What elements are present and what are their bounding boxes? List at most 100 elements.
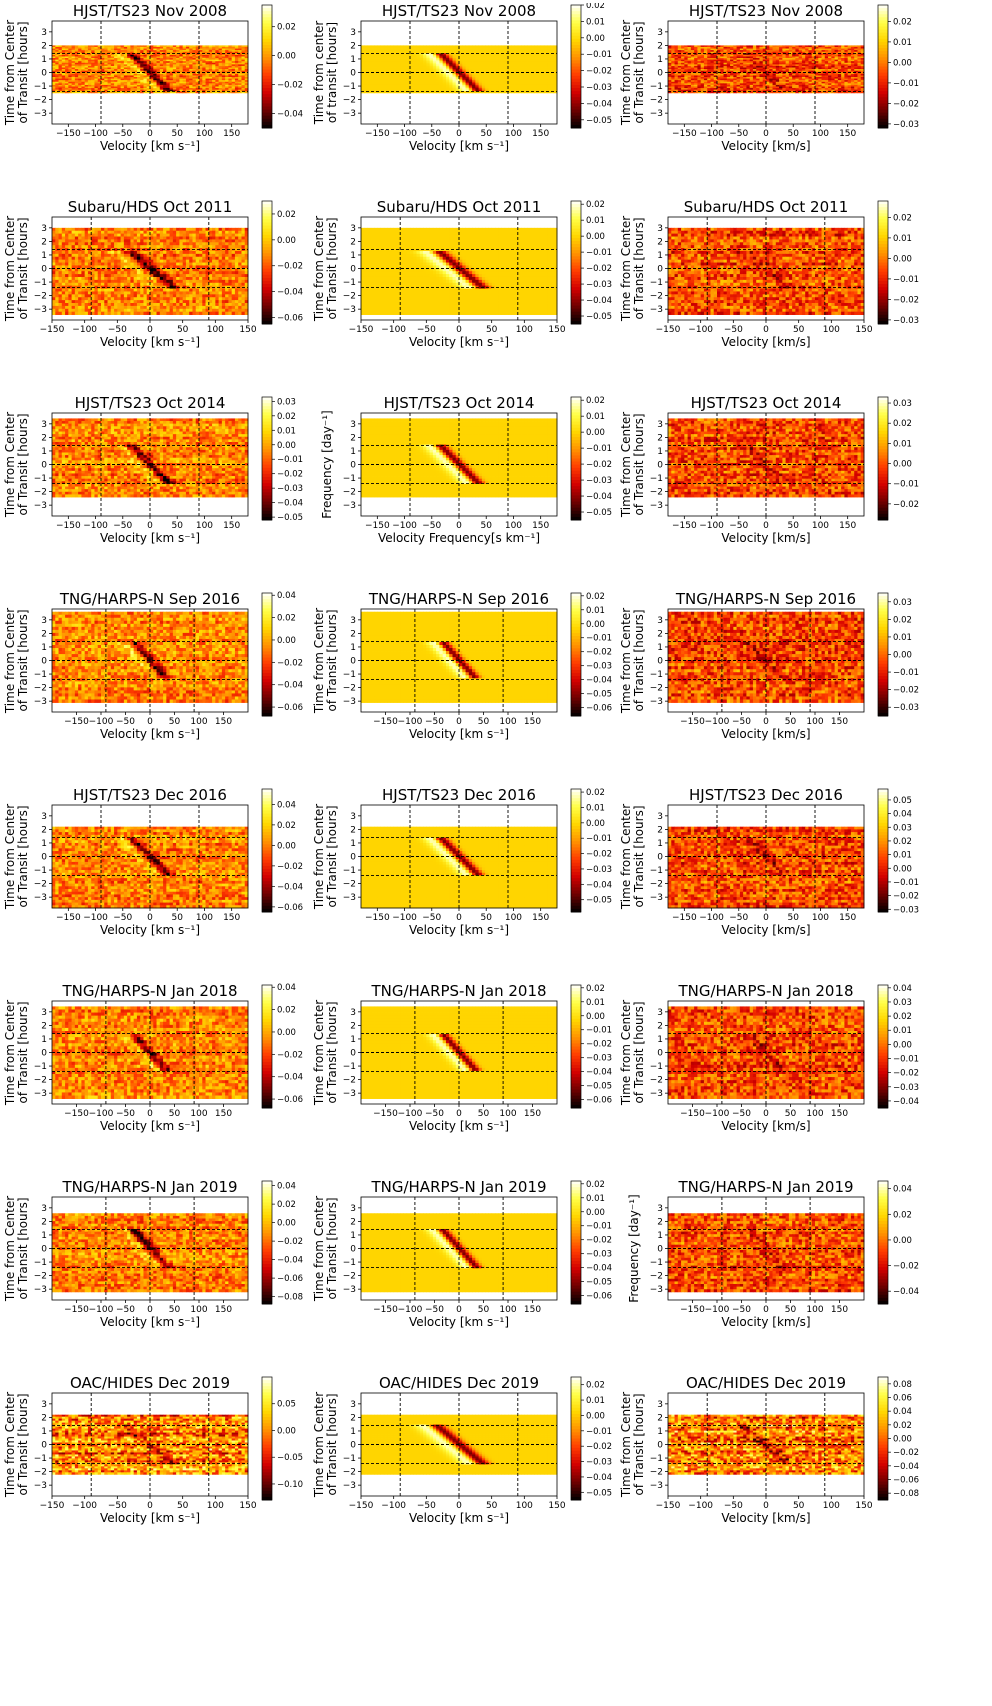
- x-tick-label: 150: [548, 325, 565, 335]
- x-tick-label: −50: [732, 717, 751, 727]
- colorbar-tick-label: −0.02: [277, 862, 303, 872]
- x-tick-label: −150: [365, 913, 390, 923]
- heatmap-panel: HJST/TS23 Nov 2008 −150 −100 −50 0 50 100 150 −3…: [309, 3, 629, 199]
- colorbar-tick-label: −0.01: [586, 248, 612, 258]
- heatmap-cells: [361, 228, 557, 315]
- y-tick-label: 1: [657, 251, 663, 261]
- y-tick-label: 1: [350, 447, 356, 457]
- colorbar-tick-label: −0.02: [277, 81, 303, 91]
- y-tick-label: 1: [350, 1427, 356, 1437]
- colorbar-tick-label: −0.02: [893, 295, 919, 305]
- heatmap-panel: HJST/TS23 Dec 2016−150 −100 −50 0 50 100 150−3…: [0, 787, 320, 983]
- colorbar-tick-label: 0.02: [586, 592, 605, 602]
- y-tick-label: −1: [34, 670, 47, 680]
- x-tick-label: 100: [505, 129, 522, 139]
- y-tick-label: −1: [650, 1454, 663, 1464]
- colorbar-tick-label: −0.04: [893, 1287, 919, 1297]
- x-axis-label: Velocity [km s⁻¹]: [100, 727, 200, 741]
- y-tick-label: 3: [41, 616, 47, 626]
- x-tick-label: 0: [763, 1305, 769, 1315]
- colorbar-tick-label: 0.01: [893, 633, 912, 643]
- y-tick-label: −2: [650, 1272, 663, 1282]
- x-tick-label: −100: [392, 913, 417, 923]
- x-tick-label: −50: [113, 913, 132, 923]
- x-tick-label: 50: [785, 1109, 797, 1119]
- y-tick-label: −2: [34, 292, 47, 302]
- colorbar-tick-label: −0.01: [893, 1055, 919, 1065]
- y-axis-label: Time from Center: [3, 412, 17, 518]
- x-tick-label: 0: [147, 717, 153, 727]
- chart-title: HJST/TS23 Dec 2016: [382, 787, 536, 804]
- colorbar-tick-label: −0.02: [893, 686, 919, 696]
- colorbar: 0.02 0.01 0.00 −0.01 −0.02 −0.03: [878, 5, 919, 130]
- y-tick-label: −2: [34, 684, 47, 694]
- colorbar-tick-label: −0.03: [586, 83, 612, 93]
- y-tick-label: 0: [41, 657, 47, 667]
- colorbar-tick-label: 0.01: [586, 17, 605, 27]
- x-tick-label: 150: [839, 521, 856, 531]
- heatmap-cells: [52, 228, 248, 315]
- y-tick-label: −1: [343, 1258, 356, 1268]
- heatmap-panel: Subaru/HDS Oct 2011−150 −100 −50 0 50 100 150−…: [0, 199, 320, 395]
- y-tick-label: 2: [350, 41, 356, 51]
- x-tick-label: −100: [89, 1305, 114, 1315]
- y-tick-label: −2: [343, 1272, 356, 1282]
- x-tick-label: −50: [732, 1109, 751, 1119]
- colorbar-tick-label: −0.01: [586, 634, 612, 644]
- x-tick-label: −50: [116, 717, 135, 727]
- colorbar-tick-label: −0.03: [893, 120, 919, 130]
- y-tick-label: −2: [34, 96, 47, 106]
- y-tick-label: 2: [657, 1021, 663, 1031]
- x-tick-label: −150: [40, 1501, 65, 1511]
- x-tick-label: −100: [381, 325, 406, 335]
- x-tick-label: 0: [147, 1109, 153, 1119]
- x-tick-label: −150: [365, 129, 390, 139]
- y-tick-label: −2: [650, 1076, 663, 1086]
- x-axis-label: Velocity [km s⁻¹]: [100, 1511, 200, 1525]
- x-tick-label: −50: [425, 717, 444, 727]
- y-tick-label: 2: [41, 237, 47, 247]
- colorbar: 0.040.020.00−0.02−0.04−0.06−0.08: [262, 1181, 303, 1305]
- colorbar-tick-label: 0.03: [893, 399, 912, 409]
- y-tick-label: −3: [34, 109, 47, 119]
- y-tick-label: −1: [34, 866, 47, 876]
- x-tick-label: 150: [831, 1305, 848, 1315]
- chart-title: HJST/TS23 Oct 2014: [691, 395, 842, 412]
- colorbar-tick-label: 0.01: [893, 439, 912, 449]
- y-tick-label: 2: [41, 825, 47, 835]
- x-tick-label: −50: [417, 325, 436, 335]
- y-axis-label: Time from Center: [619, 608, 633, 714]
- x-tick-label: −100: [705, 717, 730, 727]
- colorbar-tick-label: 0.03: [893, 823, 912, 833]
- x-tick-label: 150: [524, 1109, 541, 1119]
- y-tick-label: −3: [343, 1089, 356, 1099]
- x-tick-label: −150: [349, 325, 374, 335]
- x-tick-label: 100: [812, 129, 829, 139]
- x-tick-label: 50: [785, 717, 797, 727]
- colorbar-tick-label: 0.06: [893, 1394, 912, 1404]
- colorbar-tick-label: −0.03: [893, 905, 919, 915]
- x-tick-label: 0: [763, 717, 769, 727]
- colorbar-tick-label: −0.03: [586, 476, 612, 486]
- colorbar-tick-label: 0.01: [586, 606, 605, 616]
- y-tick-label: −3: [343, 893, 356, 903]
- x-tick-label: −150: [672, 521, 697, 531]
- x-tick-label: −150: [56, 129, 81, 139]
- y-tick-label: −1: [34, 1062, 47, 1072]
- y-tick-label: −2: [650, 488, 663, 498]
- y-tick-label: 0: [41, 1441, 47, 1451]
- colorbar-tick-label: 0.01: [586, 412, 605, 422]
- colorbar-tick-label: 0.00: [893, 1236, 912, 1246]
- colorbar-tick-label: 0.00: [893, 460, 912, 470]
- y-tick-label: −2: [34, 1272, 47, 1282]
- x-tick-label: 50: [486, 1501, 498, 1511]
- colorbar-tick-label: 0.00: [586, 819, 605, 829]
- x-axis-label: Velocity Frequency[s km⁻¹]: [378, 531, 540, 545]
- y-tick-label: 0: [350, 1441, 356, 1451]
- colorbar-tick-label: −0.01: [893, 79, 919, 89]
- y-tick-label: −3: [650, 109, 663, 119]
- colorbar-tick-label: −0.02: [586, 850, 612, 860]
- colorbar: 0.02 0.01 0.00 −0.01 −0.02 −0.03: [878, 201, 919, 326]
- y-tick-label: −1: [34, 474, 47, 484]
- colorbar-tick-label: −0.02: [893, 1069, 919, 1079]
